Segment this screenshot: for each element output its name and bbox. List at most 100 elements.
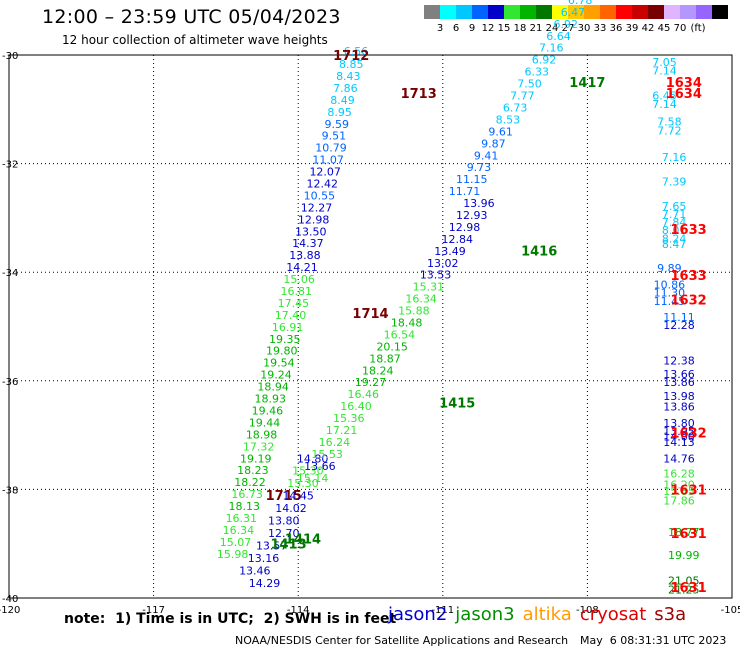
wave-height-value: 13.80 <box>268 515 300 528</box>
colorbar-label: 30 <box>578 23 591 34</box>
wave-height-value: 18.94 <box>257 381 289 394</box>
wave-height-value: 15.36 <box>333 412 365 425</box>
wave-height-value: 16.73 <box>231 488 263 501</box>
wave-height-value: 19.54 <box>263 357 295 370</box>
latitude-tick-label: -32 <box>2 160 18 171</box>
wave-height-value: 15.14 <box>297 472 329 485</box>
wave-height-value: 14.02 <box>275 502 307 515</box>
wave-height-value: 18.87 <box>369 352 401 365</box>
wave-height-value: 9.51 <box>322 130 347 143</box>
wave-height-value: 16.54 <box>384 328 416 341</box>
wave-height-value: 21.25 <box>668 584 700 597</box>
wave-height-value: 13.88 <box>289 249 321 262</box>
colorbar-swatch <box>616 5 632 19</box>
longitude-tick-label: -117 <box>142 605 165 616</box>
pass-time-label: 1414 <box>285 532 321 547</box>
map-frame <box>8 54 733 599</box>
wave-height-value: 16.34 <box>223 524 255 537</box>
wave-height-value: 20.15 <box>376 340 408 353</box>
wave-height-value: 19.35 <box>269 333 301 346</box>
colorbar-swatch <box>536 5 552 19</box>
colorbar-label: 39 <box>626 23 639 34</box>
wave-height-value: 9.87 <box>481 137 506 150</box>
wave-height-value: 6.47 <box>561 6 586 19</box>
wave-height-value: 12.84 <box>442 233 474 246</box>
colorbar-swatch <box>424 5 440 19</box>
wave-height-value: 10.86 <box>654 278 686 291</box>
pass-time-label: 1415 <box>439 397 475 412</box>
wave-height-value: 15.30 <box>287 477 319 490</box>
pass-time-label: 1631 <box>671 581 707 596</box>
colorbar-swatch <box>488 5 504 19</box>
wave-height-value: 6.92 <box>553 18 578 31</box>
colorbar-label: 15 <box>498 23 511 34</box>
wave-height-value: 13.96 <box>463 197 495 210</box>
longitude-tick-label: -114 <box>287 605 310 616</box>
wave-height-value: 8.01 <box>662 224 687 237</box>
wave-height-value: 12.38 <box>663 355 695 368</box>
wave-height-value: 14.45 <box>282 490 314 503</box>
pass-time-label: 1714 <box>352 307 388 322</box>
wave-height-value: 13.46 <box>239 565 271 578</box>
pass-time-label: 1633 <box>671 269 707 284</box>
wave-height-value: 14.76 <box>663 452 695 465</box>
wave-height-value: 11.15 <box>456 173 488 186</box>
wave-height-value: 19.44 <box>249 416 281 429</box>
wave-height-value: 15.06 <box>283 273 315 286</box>
colorbar-swatch <box>696 5 712 19</box>
colorbar-swatch <box>680 5 696 19</box>
wave-height-value: 15.88 <box>398 305 430 318</box>
wave-height-value: 15.85 <box>663 485 695 498</box>
wave-height-value: 10.79 <box>315 142 347 155</box>
wave-height-value: 17.32 <box>243 440 275 453</box>
wave-height-value: 14.13 <box>663 436 695 449</box>
wave-height-value: 7.72 <box>657 124 682 137</box>
wave-height-value: 13.98 <box>663 390 695 403</box>
legend-item-altika: altika <box>522 604 572 625</box>
wave-height-value: 7.14 <box>652 98 677 111</box>
colorbar-swatch <box>648 5 664 19</box>
wave-height-value: 8.85 <box>339 58 364 71</box>
wave-height-value: 18.22 <box>234 476 266 489</box>
pass-time-label: 1631 <box>671 483 707 498</box>
longitude-tick-label: -111 <box>431 605 454 616</box>
wave-height-value: 9.89 <box>657 262 682 275</box>
longitude-tick-label: -105 <box>721 605 740 616</box>
wave-height-value: 13.53 <box>420 269 452 282</box>
latitude-tick-label: -38 <box>2 485 18 496</box>
colorbar-label: 42 <box>642 23 655 34</box>
wave-height-value: 12.98 <box>449 221 481 234</box>
wave-height-value: 7.05 <box>652 56 677 69</box>
wave-height-value: 13.95 <box>663 425 695 438</box>
wave-height-value: 19.80 <box>266 345 298 358</box>
wave-height-value: 17.21 <box>326 424 358 437</box>
wave-height-value: 7.71 <box>662 208 687 221</box>
pass-time-label: 1713 <box>401 87 437 102</box>
legend-item-cryosat: cryosat <box>579 604 647 625</box>
colorbar-swatch <box>504 5 520 19</box>
wave-height-value: 13.66 <box>304 460 336 473</box>
wave-height-value: 7.14 <box>652 65 677 78</box>
wave-height-value: 8.24 <box>662 232 687 245</box>
colorbar-swatch <box>520 5 536 19</box>
pass-time-label: 1633 <box>671 223 707 238</box>
wave-height-value: 14.21 <box>286 261 318 274</box>
colorbar-swatch <box>600 5 616 19</box>
wave-height-value: 16.40 <box>340 400 372 413</box>
wave-height-value: 12.27 <box>301 201 333 214</box>
wave-height-value: 13.86 <box>663 376 695 389</box>
wave-height-colorbar: 3 6 9 12 15 18 21 24 27 30 33 36 39 42 45 70 (ft) <box>424 5 728 34</box>
colorbar-swatch <box>712 5 728 19</box>
colorbar-label: 6 <box>453 23 459 34</box>
wave-height-value: 19.27 <box>355 376 387 389</box>
pass-time-label: 1634 <box>666 76 702 91</box>
wave-height-value: 6.64 <box>546 30 571 43</box>
wave-height-value: 7.65 <box>662 200 687 213</box>
pass-time-label: 1416 <box>521 244 557 259</box>
wave-height-value: 16.91 <box>272 321 304 334</box>
map-title: 12:00 – 23:59 UTC 05/04/2023 <box>42 6 341 28</box>
wave-height-value: 16.34 <box>405 293 437 306</box>
wave-height-value: 8.53 <box>496 113 521 126</box>
wave-height-value: 12.70 <box>268 527 300 540</box>
colorbar-swatch <box>584 5 600 19</box>
